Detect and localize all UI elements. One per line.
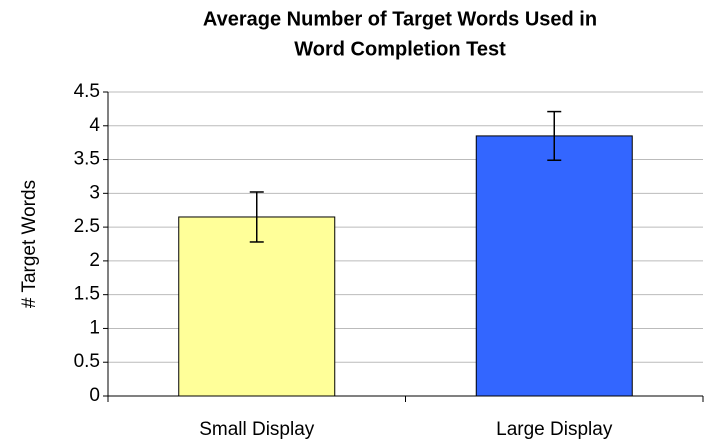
error-bar [249,191,264,243]
y-tick-label: 2.5 [74,216,100,237]
error-bar [547,110,562,161]
bar [178,216,336,397]
y-tick-label: 3.5 [74,149,100,170]
y-tick-label: 1 [89,317,100,338]
y-tick-label: 2 [89,250,100,271]
chart-title: Word Completion Test [294,38,506,60]
y-tick-label: 3 [89,182,100,203]
bar [475,135,633,397]
y-tick-label: 0 [89,385,100,406]
y-tick-label: 0.5 [74,351,100,372]
y-tick-label: 4.5 [74,81,100,102]
y-tick-label: 1.5 [74,284,100,305]
chart-title: Average Number of Target Words Used in [203,8,597,30]
x-tick-label: Large Display [496,419,613,440]
x-tick-label: Small Display [199,419,315,440]
y-axis-label: # Target Words [19,180,40,308]
y-tick-label: 4 [89,115,100,136]
